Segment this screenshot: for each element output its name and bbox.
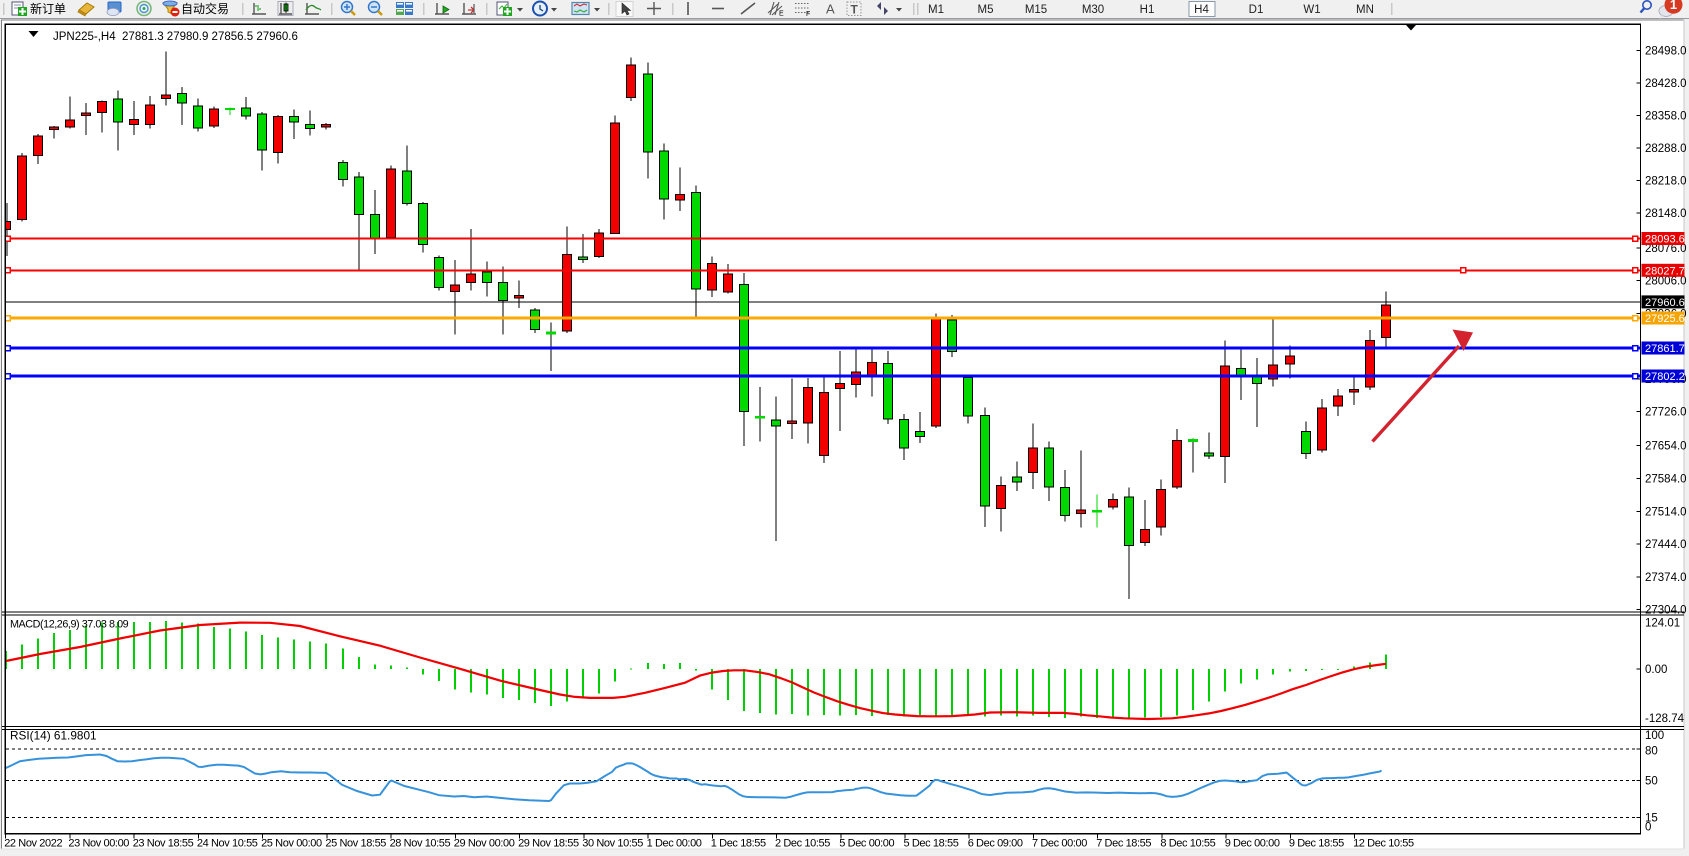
- svg-text:27304.0: 27304.0: [1645, 605, 1687, 617]
- svg-text:28288.0: 28288.0: [1645, 143, 1687, 155]
- svg-text:28148.0: 28148.0: [1645, 208, 1687, 220]
- svg-text:27584.0: 27584.0: [1645, 474, 1687, 486]
- svg-text:W1: W1: [1303, 4, 1320, 16]
- svg-text:15: 15: [1645, 813, 1658, 825]
- svg-text:H4: H4: [1194, 4, 1209, 16]
- svg-text:80: 80: [1645, 746, 1658, 758]
- svg-text:2 Dec 10:55: 2 Dec 10:55: [775, 838, 830, 850]
- svg-text:6 Dec 09:00: 6 Dec 09:00: [968, 838, 1023, 850]
- svg-text:9 Dec 00:00: 9 Dec 00:00: [1225, 838, 1280, 850]
- svg-text:D1: D1: [1249, 4, 1264, 16]
- svg-text:22 Nov 2022: 22 Nov 2022: [4, 838, 62, 850]
- svg-text:28358.0: 28358.0: [1645, 111, 1687, 123]
- svg-text:M1: M1: [928, 4, 944, 16]
- svg-text:124.01: 124.01: [1645, 617, 1680, 629]
- svg-text:1: 1: [1670, 0, 1677, 12]
- svg-text:8 Dec 10:55: 8 Dec 10:55: [1160, 838, 1215, 850]
- svg-text:7 Dec 18:55: 7 Dec 18:55: [1096, 838, 1151, 850]
- svg-text:27444.0: 27444.0: [1645, 539, 1687, 551]
- svg-text:12 Dec 10:55: 12 Dec 10:55: [1353, 838, 1414, 850]
- svg-text:27726.0: 27726.0: [1645, 407, 1687, 419]
- svg-text:23 Nov 18:55: 23 Nov 18:55: [133, 838, 194, 850]
- svg-text:1 Dec 00:00: 1 Dec 00:00: [647, 838, 702, 850]
- svg-text:0: 0: [1645, 822, 1651, 834]
- svg-text:27654.0: 27654.0: [1645, 441, 1687, 453]
- svg-text:JPN225-,H4 27881.3 27980.9 27: JPN225-,H4 27881.3 27980.9 27856.5 27960…: [53, 31, 298, 43]
- svg-text:MN: MN: [1356, 4, 1374, 16]
- svg-text:27802.2: 27802.2: [1645, 371, 1685, 383]
- svg-text:28006.0: 28006.0: [1645, 276, 1687, 288]
- svg-text:-128.74: -128.74: [1645, 713, 1685, 725]
- svg-text:自动交易: 自动交易: [181, 1, 229, 16]
- svg-text:28428.0: 28428.0: [1645, 78, 1687, 90]
- svg-text:7 Dec 00:00: 7 Dec 00:00: [1032, 838, 1087, 850]
- svg-text:28076.0: 28076.0: [1645, 243, 1687, 255]
- svg-text:28093.6: 28093.6: [1645, 234, 1685, 246]
- svg-text:H1: H1: [1140, 4, 1155, 16]
- svg-text:30 Nov 10:55: 30 Nov 10:55: [582, 838, 643, 850]
- svg-text:27960.6: 27960.6: [1645, 297, 1685, 309]
- svg-text:M15: M15: [1025, 4, 1047, 16]
- svg-text:T: T: [851, 3, 859, 17]
- svg-text:29 Nov 00:00: 29 Nov 00:00: [454, 838, 515, 850]
- svg-text:F: F: [806, 11, 810, 18]
- svg-text:MACD(12,26,9) 37.03 8.09: MACD(12,26,9) 37.03 8.09: [10, 619, 129, 631]
- svg-text:29 Nov 18:55: 29 Nov 18:55: [518, 838, 579, 850]
- svg-text:28 Nov 10:55: 28 Nov 10:55: [390, 838, 451, 850]
- svg-text:25 Nov 00:00: 25 Nov 00:00: [261, 838, 322, 850]
- svg-text:9 Dec 18:55: 9 Dec 18:55: [1289, 838, 1344, 850]
- svg-text:28027.7: 28027.7: [1645, 265, 1685, 277]
- svg-text:27374.0: 27374.0: [1645, 572, 1687, 584]
- svg-text:100: 100: [1645, 730, 1664, 742]
- svg-text:5 Dec 18:55: 5 Dec 18:55: [904, 838, 959, 850]
- svg-text:27861.7: 27861.7: [1645, 343, 1685, 355]
- svg-text:M5: M5: [978, 4, 994, 16]
- svg-text:28498.0: 28498.0: [1645, 46, 1687, 58]
- svg-text:27514.0: 27514.0: [1645, 506, 1687, 518]
- svg-text:M30: M30: [1082, 4, 1104, 16]
- svg-text:5 Dec 00:00: 5 Dec 00:00: [839, 838, 894, 850]
- svg-text:50: 50: [1645, 775, 1658, 787]
- svg-text:28218.0: 28218.0: [1645, 176, 1687, 188]
- svg-text:27925.6: 27925.6: [1645, 313, 1685, 325]
- svg-text:1 Dec 18:55: 1 Dec 18:55: [711, 838, 766, 850]
- svg-text:A: A: [826, 2, 835, 17]
- svg-text:0.00: 0.00: [1645, 664, 1667, 676]
- svg-text:新订单: 新订单: [30, 1, 66, 16]
- svg-text:RSI(14) 61.9801: RSI(14) 61.9801: [10, 729, 97, 743]
- svg-text:24 Nov 10:55: 24 Nov 10:55: [197, 838, 258, 850]
- svg-text:E: E: [779, 11, 784, 18]
- svg-text:25 Nov 18:55: 25 Nov 18:55: [325, 838, 386, 850]
- svg-text:23 Nov 00:00: 23 Nov 00:00: [68, 838, 129, 850]
